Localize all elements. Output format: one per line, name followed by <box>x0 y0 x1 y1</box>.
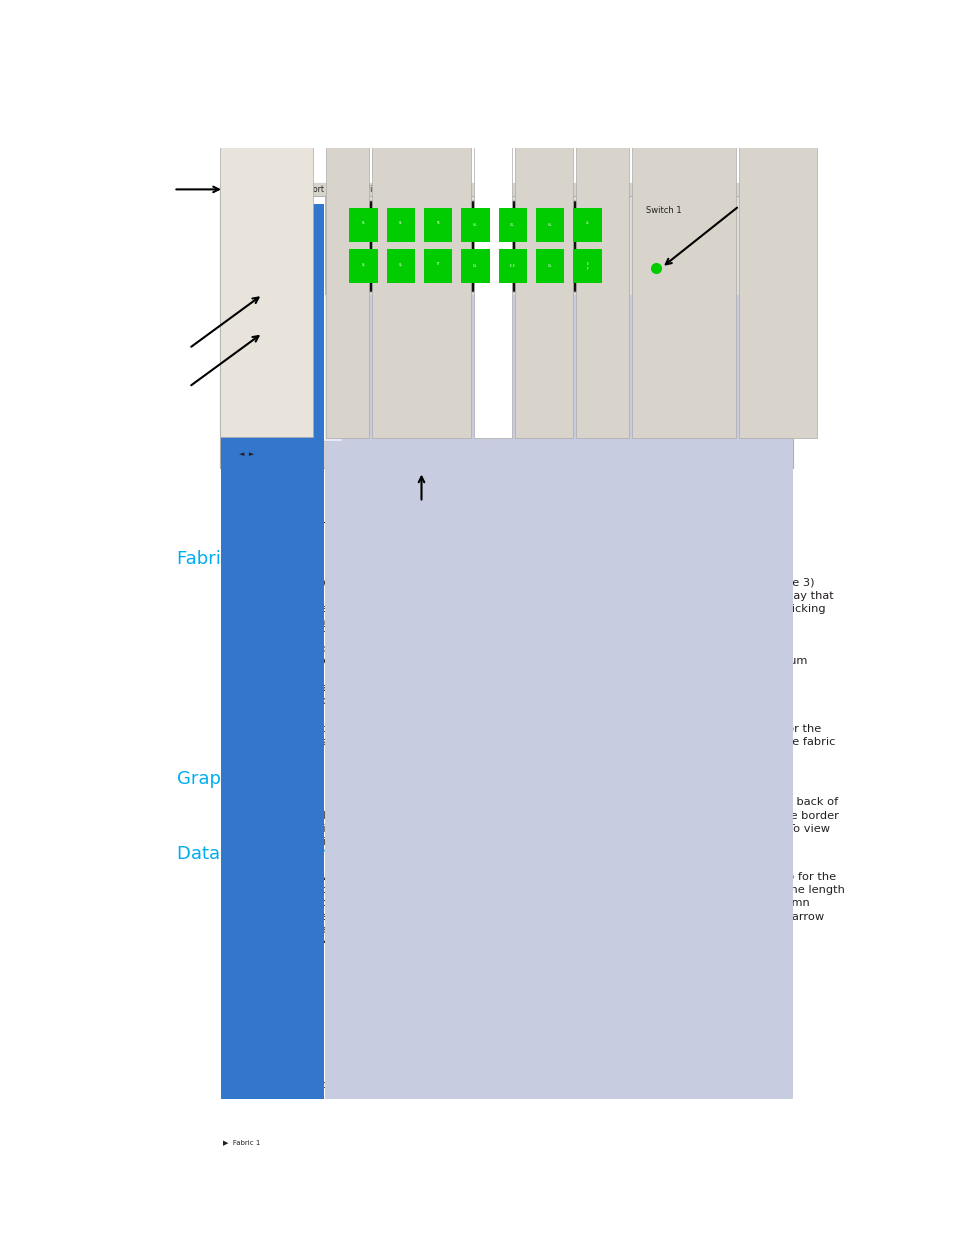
FancyBboxPatch shape <box>515 0 573 438</box>
FancyBboxPatch shape <box>324 294 341 441</box>
Text: A blue icon indicates that a switch is unknown, unreachable, or unmanageable.: A blue icon indicates that a switch is u… <box>233 697 687 706</box>
FancyBboxPatch shape <box>220 196 324 441</box>
FancyBboxPatch shape <box>324 196 793 294</box>
Text: File   Fabric   Switch   Port   Zoning   View   Wizards   Help: File Fabric Switch Port Zoning View Wiza… <box>226 185 445 194</box>
Text: The graphic window shows either the front of a switch (the faceplate, as shown i: The graphic window shows either the fron… <box>233 798 838 847</box>
Text: 6L: 6L <box>547 264 552 268</box>
FancyBboxPatch shape <box>461 249 489 284</box>
FancyBboxPatch shape <box>220 183 793 196</box>
Text: The QuickTools web applet allows you to manage the switches in one fabric. The f: The QuickTools web applet allows you to … <box>233 578 833 627</box>
FancyBboxPatch shape <box>536 249 564 284</box>
Text: The data window (Figure 3) displays a table of data and statistics associated wi: The data window (Figure 3) displays a ta… <box>233 872 844 935</box>
FancyBboxPatch shape <box>423 249 452 284</box>
Text: 6L: 6L <box>361 221 365 230</box>
Text: Next to each fabric tree entry is a small icon that uses color to indicate opera: Next to each fabric tree entry is a smal… <box>233 624 751 634</box>
Text: Fabric tree: Fabric tree <box>177 550 273 568</box>
Text: A red icon indicates a potential failure or non-operational state, as when the s: A red icon indicates a potential failure… <box>233 683 765 693</box>
Text: A yellow icon indicates that a switch is operational, but may require attention : A yellow icon indicates that a switch is… <box>233 656 806 679</box>
Text: FT: FT <box>436 262 439 270</box>
FancyBboxPatch shape <box>423 207 452 242</box>
Text: 6L: 6L <box>547 222 552 227</box>
FancyBboxPatch shape <box>220 441 793 468</box>
Text: A green icon indicates normal operation.: A green icon indicates normal operation. <box>233 645 466 655</box>
Text: ◄  ►: ◄ ► <box>239 451 254 457</box>
Text: 6L: 6L <box>473 264 477 268</box>
FancyBboxPatch shape <box>220 0 313 437</box>
Text: QL: QL <box>361 262 365 270</box>
FancyBboxPatch shape <box>324 1231 793 1235</box>
FancyBboxPatch shape <box>386 249 415 284</box>
Text: QuickTools interface: QuickTools interface <box>282 521 408 534</box>
FancyBboxPatch shape <box>498 249 526 284</box>
FancyBboxPatch shape <box>372 0 470 438</box>
FancyBboxPatch shape <box>220 205 323 1151</box>
Text: Graphic window: Graphic window <box>177 771 321 788</box>
FancyBboxPatch shape <box>632 0 735 438</box>
FancyBboxPatch shape <box>332 200 615 290</box>
Text: Figure 3: Figure 3 <box>236 521 292 534</box>
Text: TK: TK <box>436 221 439 230</box>
FancyBboxPatch shape <box>349 249 377 284</box>
FancyBboxPatch shape <box>474 0 511 438</box>
Text: 6L: 6L <box>398 221 402 230</box>
Text: Data windows and tabs: Data windows and tabs <box>177 845 388 863</box>
Text: 8/20q Fibre Channel Switch QuickTools switch management user guide    15: 8/20q Fibre Channel Switch QuickTools sw… <box>277 1079 700 1091</box>
FancyBboxPatch shape <box>324 294 793 1231</box>
Text: 6L: 6L <box>473 222 477 227</box>
Text: Switch 1: Switch 1 <box>645 206 681 215</box>
Text: ■ Switch 1: ■ Switch 1 <box>224 1155 260 1161</box>
Text: E E: E E <box>510 264 515 268</box>
Text: ▶  Fabric 1: ▶ Fabric 1 <box>223 1139 260 1145</box>
FancyBboxPatch shape <box>386 207 415 242</box>
Text: QL: QL <box>398 262 402 270</box>
FancyBboxPatch shape <box>324 294 793 441</box>
FancyBboxPatch shape <box>573 207 601 242</box>
FancyBboxPatch shape <box>326 0 369 438</box>
FancyBboxPatch shape <box>498 207 526 242</box>
FancyBboxPatch shape <box>220 183 793 468</box>
FancyBboxPatch shape <box>536 207 564 242</box>
Text: GL: GL <box>585 221 589 230</box>
FancyBboxPatch shape <box>461 207 489 242</box>
Text: If the status of the fabric is not normal, the fabric icon in the fabric tree wi: If the status of the fabric is not norma… <box>233 724 835 761</box>
FancyBboxPatch shape <box>573 249 601 284</box>
FancyBboxPatch shape <box>349 207 377 242</box>
Text: The data windows and tabs are described below:: The data windows and tabs are described … <box>233 935 512 945</box>
FancyBboxPatch shape <box>576 0 629 438</box>
Text: GL: GL <box>510 222 515 227</box>
FancyBboxPatch shape <box>738 0 817 438</box>
Text: E
F: E F <box>586 262 588 270</box>
